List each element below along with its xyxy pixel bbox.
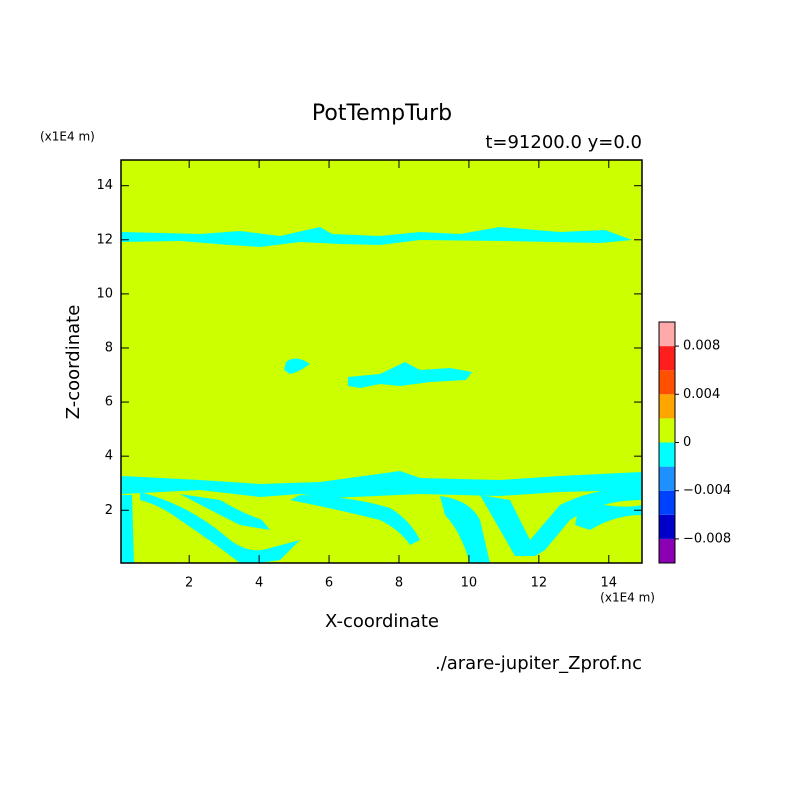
x-unit: (x1E4 m) xyxy=(600,591,655,605)
y-unit: (x1E4 m) xyxy=(40,130,95,144)
y-tick-label: 2 xyxy=(105,503,113,518)
contour-regions xyxy=(121,227,642,563)
colorbar-segment xyxy=(659,490,675,515)
x-tick-label: 8 xyxy=(395,576,403,591)
footer: ./arare-jupiter_Zprof.nc xyxy=(435,653,642,674)
contour-region xyxy=(121,495,134,563)
contour-region xyxy=(575,500,642,530)
contour-region xyxy=(121,471,642,498)
colorbar-tick-label: 0.008 xyxy=(683,339,720,354)
y-tick-label: 12 xyxy=(96,232,113,247)
colorbar-segment xyxy=(659,346,675,371)
y-tick-label: 10 xyxy=(96,286,113,301)
y-tick-label: 4 xyxy=(105,449,113,464)
x-axis-label: X-coordinate xyxy=(325,611,439,632)
y-axis-label: Z-coordinate xyxy=(63,305,84,420)
x-tick-label: 4 xyxy=(255,576,263,591)
x-tick-label: 10 xyxy=(461,576,478,591)
colorbar-segment xyxy=(659,442,675,467)
chart-title: PotTempTurb xyxy=(312,101,452,126)
plot-background xyxy=(121,160,642,563)
colorbar-segment xyxy=(659,538,675,563)
contour-region xyxy=(440,496,490,563)
contour-region xyxy=(121,227,632,247)
contour-region xyxy=(284,358,310,374)
contour-region xyxy=(348,362,472,388)
y-tick-label: 6 xyxy=(105,395,113,410)
colorbar-segment xyxy=(659,370,675,395)
colorbar-segment xyxy=(659,322,675,347)
contour-region xyxy=(480,489,642,556)
colorbar-segment xyxy=(659,394,675,419)
colorbar-segment xyxy=(659,514,675,539)
x-tick-label: 6 xyxy=(325,576,333,591)
x-tick-label: 2 xyxy=(185,576,193,591)
colorbar-segment xyxy=(659,466,675,491)
x-tick-label: 12 xyxy=(531,576,548,591)
colorbar-segment xyxy=(659,418,675,443)
plot-frame xyxy=(120,159,643,564)
chart-subtitle: t=91200.0 y=0.0 xyxy=(485,132,642,153)
y-tick-label: 8 xyxy=(105,340,113,355)
contour-region xyxy=(180,494,270,530)
contour-region xyxy=(140,492,300,563)
colorbar-tick-label: −0.008 xyxy=(683,531,731,546)
x-tick-label: 14 xyxy=(601,576,618,591)
colorbar-tick-label: 0 xyxy=(683,435,691,450)
contour-region xyxy=(290,495,420,545)
y-tick-label: 14 xyxy=(96,178,113,193)
colorbar-tick-label: −0.004 xyxy=(683,483,731,498)
colorbar-tick-label: 0.004 xyxy=(683,387,720,402)
